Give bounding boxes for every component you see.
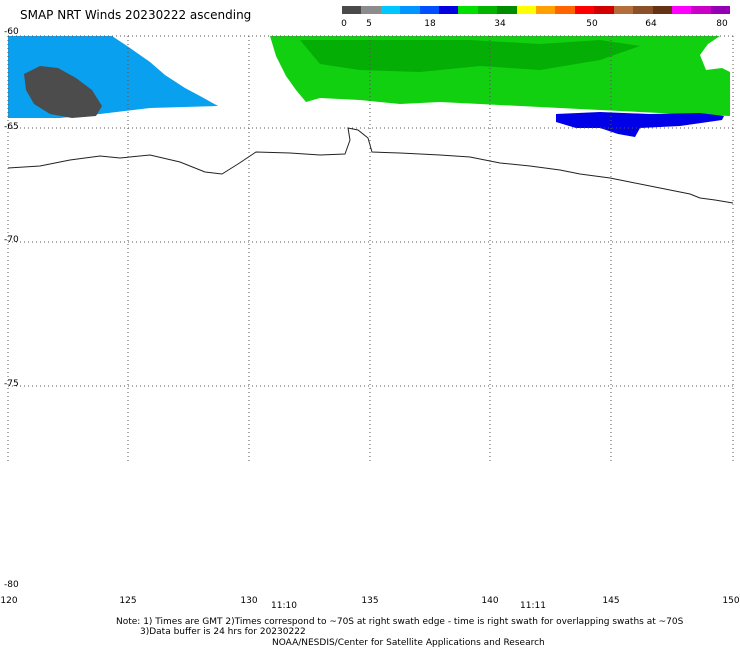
lon-label-140: 140: [481, 596, 499, 606]
scale-color-segment: [458, 6, 478, 14]
scale-color-segment: [439, 6, 459, 14]
scale-color-segment: [419, 6, 440, 14]
lon-label-125: 125: [119, 596, 137, 606]
scale-color-segment: [380, 6, 401, 14]
map-title: SMAP NRT Winds 20230222 ascending: [20, 8, 252, 22]
lat-label--80: -80: [4, 580, 19, 590]
scale-color-segment: [574, 6, 595, 14]
scale-color-segment: [710, 6, 731, 14]
scale-label-80: 80: [716, 19, 728, 29]
wind-swath-dark-green: [300, 40, 640, 72]
scale-color-segment: [555, 6, 575, 14]
lon-label-135: 135: [361, 596, 379, 606]
lat-label--65: -65: [4, 122, 19, 132]
scale-color-segment: [361, 6, 381, 14]
scale-color-segment: [400, 6, 420, 14]
scale-label-50: 50: [586, 19, 598, 29]
scale-color-segment: [594, 6, 614, 14]
scale-color-segment: [516, 6, 537, 14]
scale-color-segment: [613, 6, 634, 14]
antarctic-coastline: [7, 127, 734, 204]
scale-color-segment: [633, 6, 653, 14]
wind-swath-blue-patch: [556, 112, 724, 137]
scale-color-segment: [477, 6, 498, 14]
lat-label--75: -75: [4, 379, 19, 389]
lat-label--70: -70: [4, 235, 19, 245]
scale-label-34: 34: [494, 19, 506, 29]
lon-label-150: 150: [722, 596, 740, 606]
scale-label-5: 5: [366, 19, 372, 29]
swath-time-1: 11:10: [271, 601, 297, 611]
note-line-1: Note: 1) Times are GMT 2)Times correspon…: [116, 617, 684, 627]
scale-label-0: 0: [341, 19, 347, 29]
swath-time-2: 11:11: [520, 601, 546, 611]
lat-label--60: -60: [4, 27, 19, 37]
scale-label-64: 64: [645, 19, 657, 29]
scale-color-segment: [652, 6, 672, 14]
scale-color-segment: [342, 6, 362, 14]
note-line-3: NOAA/NESDIS/Center for Satellite Applica…: [272, 638, 545, 648]
wind-speed-color-scale: [342, 6, 731, 14]
scale-label-18: 18: [424, 19, 436, 29]
scale-color-segment: [671, 6, 692, 14]
scale-color-segment: [536, 6, 556, 14]
note-line-2: 3)Data buffer is 24 hrs for 20230222: [140, 627, 306, 637]
lon-label-130: 130: [240, 596, 258, 606]
lat-lon-grid: [7, 35, 734, 464]
lon-label-145: 145: [602, 596, 620, 606]
wind-swath-dark-gray: [24, 66, 102, 118]
scale-color-segment: [497, 6, 517, 14]
scale-color-segment: [691, 6, 711, 14]
lon-label-120: 120: [0, 596, 18, 606]
